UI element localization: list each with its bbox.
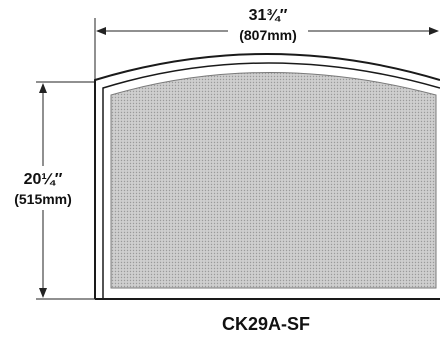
screen-outer-frame [94, 53, 440, 299]
height-label-background [2, 166, 84, 210]
height-dimension-metric: (515mm) [14, 191, 72, 207]
screen-mesh-panel [110, 72, 437, 289]
screen-inner-frame [102, 62, 440, 299]
width-label-background [228, 4, 308, 44]
width-dimension-metric: (807mm) [239, 27, 297, 43]
width-dimension-imperial: 31¾″ [249, 7, 288, 24]
model-label: CK29A-SF [222, 314, 310, 334]
height-dimension-imperial: 20¼″ [24, 171, 63, 188]
